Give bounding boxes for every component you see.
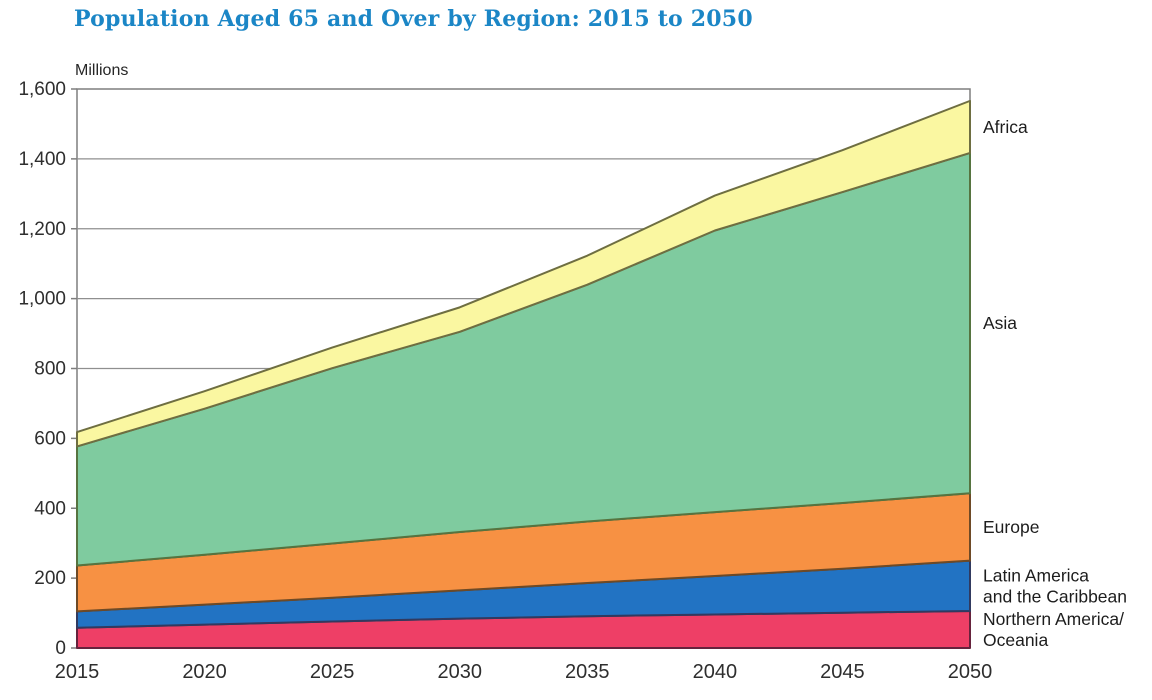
y-axis-unit-label: Millions bbox=[75, 62, 129, 79]
x-tick-label-2035: 2035 bbox=[565, 661, 610, 683]
x-tick-label-2030: 2030 bbox=[437, 661, 482, 683]
y-tick-label-800: 800 bbox=[34, 359, 66, 380]
area-asia bbox=[76, 151, 971, 567]
x-tick-label-2045: 2045 bbox=[820, 661, 865, 683]
area-africa bbox=[76, 99, 971, 448]
y-tick-label-0: 0 bbox=[55, 638, 66, 659]
series-label-latin-america-and-the-caribbean-line2: and the Caribbean bbox=[983, 586, 1127, 606]
series-label-northern-america-oceania-line2: Oceania bbox=[983, 630, 1048, 650]
series-label-northern-america-oceania-line1: Northern America/ bbox=[983, 609, 1124, 629]
x-tick-label-2040: 2040 bbox=[693, 661, 738, 683]
y-tick-label-1,400: 1,400 bbox=[18, 149, 66, 170]
y-tick-label-1,600: 1,600 bbox=[18, 79, 66, 100]
y-tick-label-200: 200 bbox=[34, 568, 66, 589]
page-title: Population Aged 65 and Over by Region: 2… bbox=[74, 6, 753, 32]
series-label-europe: Europe bbox=[983, 517, 1039, 537]
x-tick-label-2025: 2025 bbox=[310, 661, 355, 683]
x-tick-label-2050: 2050 bbox=[948, 661, 993, 683]
x-tick-label-2015: 2015 bbox=[55, 661, 100, 683]
y-tick-label-400: 400 bbox=[34, 498, 66, 519]
series-label-asia: Asia bbox=[983, 313, 1017, 333]
series-label-latin-america-and-the-caribbean-line1: Latin America bbox=[983, 565, 1089, 585]
x-tick-label-2020: 2020 bbox=[182, 661, 227, 683]
y-tick-label-1,000: 1,000 bbox=[18, 289, 66, 310]
y-tick-label-1,200: 1,200 bbox=[18, 219, 66, 240]
series-label-africa: Africa bbox=[983, 117, 1028, 137]
y-tick-label-600: 600 bbox=[34, 428, 66, 449]
